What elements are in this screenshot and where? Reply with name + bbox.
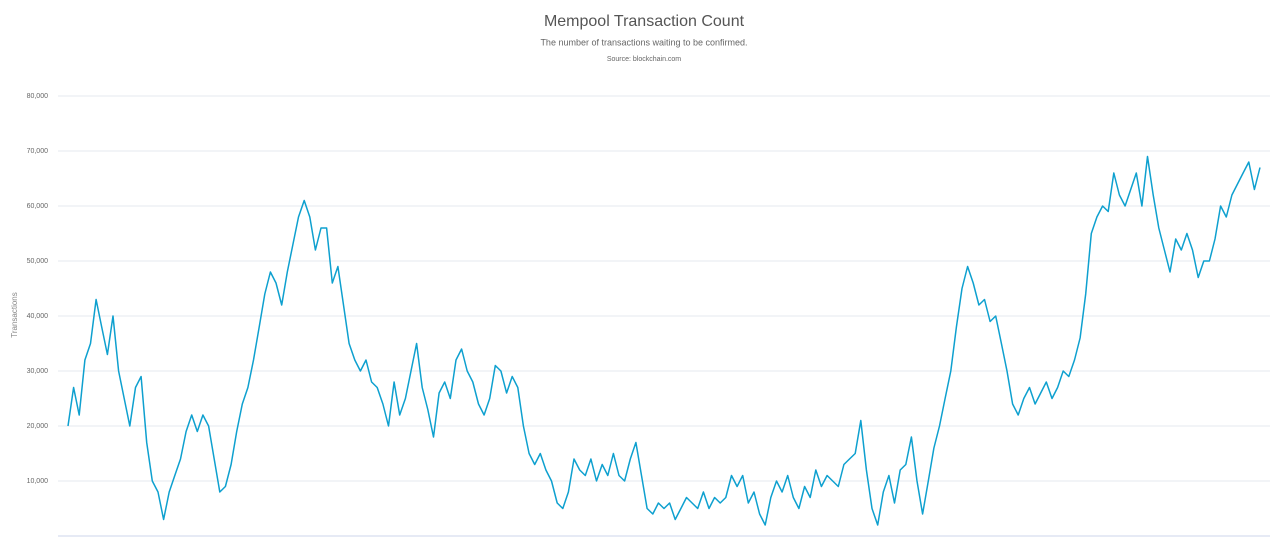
chart-title: Mempool Transaction Count — [544, 13, 745, 30]
y-tick-label: 50,000 — [27, 258, 49, 265]
y-tick-label: 60,000 — [27, 203, 49, 210]
y-axis-title: Transactions — [10, 292, 19, 338]
chart-source: Source: blockchain.com — [607, 56, 681, 63]
y-tick-label: 80,000 — [27, 93, 49, 100]
y-tick-label: 30,000 — [27, 368, 49, 375]
data-line — [67, 155, 1261, 526]
y-tick-label: 20,000 — [27, 423, 49, 430]
y-tick-label: 10,000 — [27, 478, 49, 485]
chart-subtitle: The number of transactions waiting to be… — [540, 37, 747, 47]
y-tick-label: 70,000 — [27, 148, 49, 155]
y-tick-label: 40,000 — [27, 313, 49, 320]
